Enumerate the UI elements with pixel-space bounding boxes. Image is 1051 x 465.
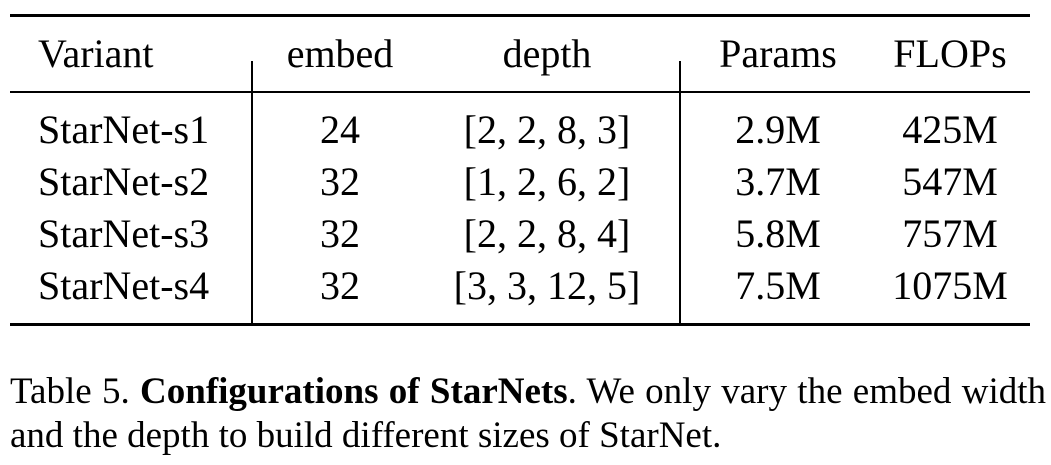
header-embed: embed — [286, 31, 394, 76]
cell-params: 2.9M — [735, 107, 821, 152]
cell-flops: 757M — [902, 211, 998, 256]
column-separator — [251, 61, 253, 324]
cell-params: 7.5M — [735, 263, 821, 308]
cell-embed: 24 — [320, 107, 360, 152]
table-bottom-rule — [10, 323, 1030, 326]
cell-flops: 547M — [902, 159, 998, 204]
cell-flops: 1075M — [892, 263, 1008, 308]
header-variant: Variant — [38, 31, 154, 76]
caption-title: Configurations of StarNets — [140, 371, 568, 412]
cell-variant: StarNet-s1 — [38, 107, 210, 152]
cell-depth: [1, 2, 6, 2] — [463, 159, 631, 204]
caption-text: . We only vary the embed width and the d… — [10, 371, 1047, 456]
configuration-table: Variant embed depth Params FLOPs StarNet… — [10, 14, 1030, 326]
cell-depth: [2, 2, 8, 4] — [463, 211, 631, 256]
cell-variant: StarNet-s3 — [38, 211, 210, 256]
caption-label: Table 5. — [10, 371, 130, 412]
cell-params: 5.8M — [735, 211, 821, 256]
header-params: Params — [719, 31, 837, 76]
column-separator — [679, 61, 681, 324]
cell-embed: 32 — [320, 159, 360, 204]
cell-embed: 32 — [320, 263, 360, 308]
cell-embed: 32 — [320, 211, 360, 256]
table-header-rule — [10, 91, 1030, 93]
cell-depth: [3, 3, 12, 5] — [453, 263, 641, 308]
cell-params: 3.7M — [735, 159, 821, 204]
header-flops: FLOPs — [893, 31, 1007, 76]
table-caption: Table 5. Configurations of StarNets. We … — [10, 370, 1046, 458]
cell-variant: StarNet-s4 — [38, 263, 210, 308]
cell-flops: 425M — [902, 107, 998, 152]
cell-variant: StarNet-s2 — [38, 159, 210, 204]
cell-depth: [2, 2, 8, 3] — [463, 107, 631, 152]
table-top-rule — [10, 14, 1030, 17]
header-depth: depth — [502, 31, 592, 76]
